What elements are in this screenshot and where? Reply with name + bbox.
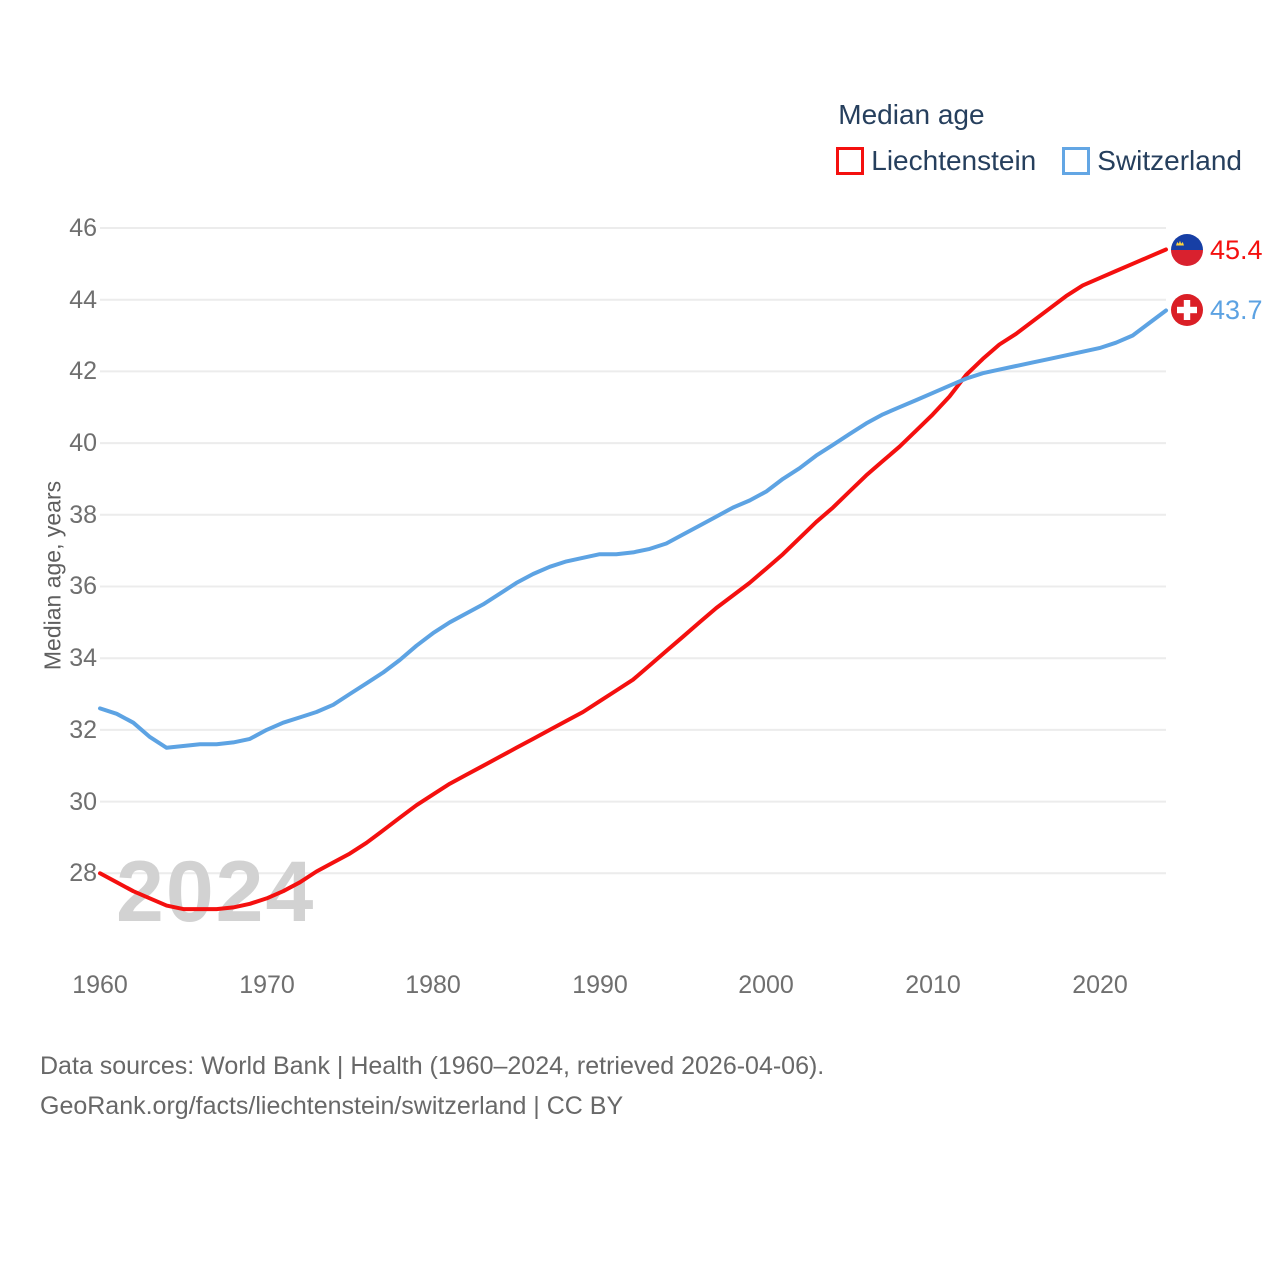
- switzerland-swatch-icon: [1062, 147, 1091, 175]
- end-label-liechtenstein: 45.4: [1169, 232, 1263, 268]
- end-label-switzerland: 43.7: [1169, 292, 1263, 328]
- end-value: 45.4: [1210, 234, 1263, 265]
- legend-title: Median age: [838, 99, 985, 130]
- legend-item-switzerland[interactable]: Switzerland: [1062, 145, 1242, 177]
- end-value: 43.7: [1210, 294, 1263, 325]
- switzerland-flag-icon: [1170, 293, 1204, 327]
- x-tick-1960: 1960: [72, 971, 128, 999]
- y-tick-34: 34: [69, 644, 97, 672]
- x-tick-2000: 2000: [738, 971, 794, 999]
- caption-sources: Data sources: World Bank | Health (1960–…: [40, 1052, 825, 1080]
- caption-attribution[interactable]: GeoRank.org/facts/liechtenstein/switzerl…: [40, 1092, 624, 1120]
- y-tick-36: 36: [69, 572, 97, 600]
- y-tick-32: 32: [69, 716, 97, 744]
- x-tick-2010: 2010: [905, 971, 961, 999]
- y-axis-title: Median age, years: [39, 480, 66, 671]
- y-tick-42: 42: [69, 357, 97, 385]
- caption: Data sources: World Bank | Health (1960–…: [40, 1046, 824, 1126]
- y-tick-28: 28: [69, 859, 97, 887]
- x-tick-1970: 1970: [239, 971, 295, 999]
- legend: Median age Liechtenstein Switzerland: [836, 99, 1242, 177]
- liechtenstein-flag-icon: [1170, 233, 1204, 267]
- legend-item-liechtenstein[interactable]: Liechtenstein: [836, 145, 1036, 177]
- y-tick-38: 38: [69, 501, 97, 529]
- y-tick-40: 40: [69, 429, 97, 457]
- gridlines: [100, 227, 1166, 875]
- switzerland-line[interactable]: [98, 308, 1168, 750]
- legend-label: Liechtenstein: [871, 145, 1037, 176]
- liechtenstein-line[interactable]: [98, 247, 1168, 912]
- x-tick-2020: 2020: [1072, 971, 1128, 999]
- y-tick-46: 46: [69, 214, 97, 242]
- liechtenstein-swatch-icon: [836, 147, 865, 175]
- x-tick-1990: 1990: [572, 971, 628, 999]
- legend-label: Switzerland: [1097, 145, 1242, 176]
- y-tick-44: 44: [69, 286, 97, 314]
- x-tick-1980: 1980: [405, 971, 461, 999]
- y-tick-30: 30: [69, 788, 97, 816]
